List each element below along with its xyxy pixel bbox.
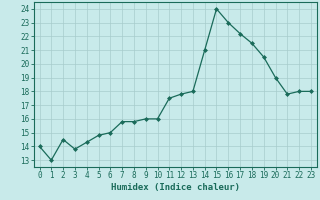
X-axis label: Humidex (Indice chaleur): Humidex (Indice chaleur) [111, 183, 240, 192]
